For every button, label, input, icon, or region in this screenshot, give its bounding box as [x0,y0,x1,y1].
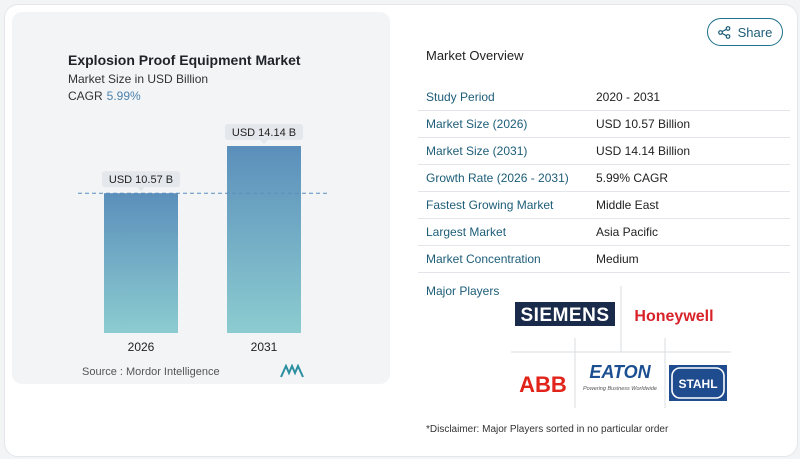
data-label-pointer [137,187,145,192]
svg-text:STAHL: STAHL [678,377,717,391]
overview-row: Study Period 2020 - 2031 [418,84,790,111]
row-value: Asia Pacific [596,225,659,239]
major-players-title: Major Players [426,284,500,298]
row-label: Fastest Growing Market [426,198,554,212]
siemens-logo: SIEMENS [515,302,615,326]
row-label: Largest Market [426,225,507,239]
data-label-pointer [260,140,268,144]
row-value: Middle East [596,198,659,212]
share-icon [717,25,731,39]
data-label: USD 14.14 B [232,127,296,139]
share-label: Share [737,24,773,40]
svg-text:ABB: ABB [519,372,567,397]
overview-row: Market Size (2026) USD 10.57 Billion [418,111,790,138]
overview-row: Fastest Growing Market Middle East [418,192,790,219]
eaton-logo: EATON Powering Business Worldwide [583,362,657,392]
chart-source: Source : Mordor Intelligence [82,366,220,378]
share-button[interactable]: Share [707,18,783,46]
row-value: USD 14.14 Billion [596,144,691,158]
svg-text:Honeywell: Honeywell [634,308,713,325]
row-label: Growth Rate (2026 - 2031) [426,171,569,185]
row-value: 5.99% CAGR [596,171,669,185]
bar-chart: USD 10.57 B 2026 USD 14.14 B 2031 [78,124,330,354]
chart-cagr: CAGR 5.99% [68,89,141,103]
bar-2026 [104,193,178,333]
chart-title: Explosion Proof Equipment Market [68,52,301,68]
x-tick-label: 2031 [251,340,278,354]
row-label: Market Size (2031) [426,144,528,158]
svg-text:EATON: EATON [589,362,651,382]
overview-row: Growth Rate (2026 - 2031) 5.99% CAGR [418,165,790,192]
bar-2031 [227,146,301,333]
chart-subtitle: Market Size in USD Billion [68,72,209,86]
stahl-logo: STAHL [669,365,727,401]
disclaimer: *Disclaimer: Major Players sorted in no … [426,424,669,435]
cagr-label: CAGR [68,89,103,103]
data-label: USD 10.57 B [109,174,173,186]
x-tick-label: 2026 [128,340,155,354]
svg-text:SIEMENS: SIEMENS [520,305,609,326]
overview-row: Largest Market Asia Pacific [418,219,790,246]
overview-table: Study Period 2020 - 2031 Market Size (202… [418,84,790,273]
data-label-bg [225,124,303,140]
abb-logo: ABB [519,372,567,397]
row-value: 2020 - 2031 [596,90,661,104]
svg-text:Powering Business Worldwide: Powering Business Worldwide [583,386,657,392]
overview-title: Market Overview [426,48,524,63]
data-label-bg [102,171,180,188]
mordor-logo-icon [280,364,304,378]
chart-panel [12,12,390,384]
row-value: USD 10.57 Billion [596,117,691,131]
cagr-value: 5.99% [106,89,141,103]
row-label: Study Period [426,90,495,104]
row-label: Market Concentration [426,252,541,266]
row-value: Medium [596,252,639,266]
overview-row: Market Concentration Medium [418,246,790,273]
overview-row: Market Size (2031) USD 14.14 Billion [418,138,790,165]
honeywell-logo: Honeywell [634,308,713,325]
row-label: Market Size (2026) [426,117,528,131]
